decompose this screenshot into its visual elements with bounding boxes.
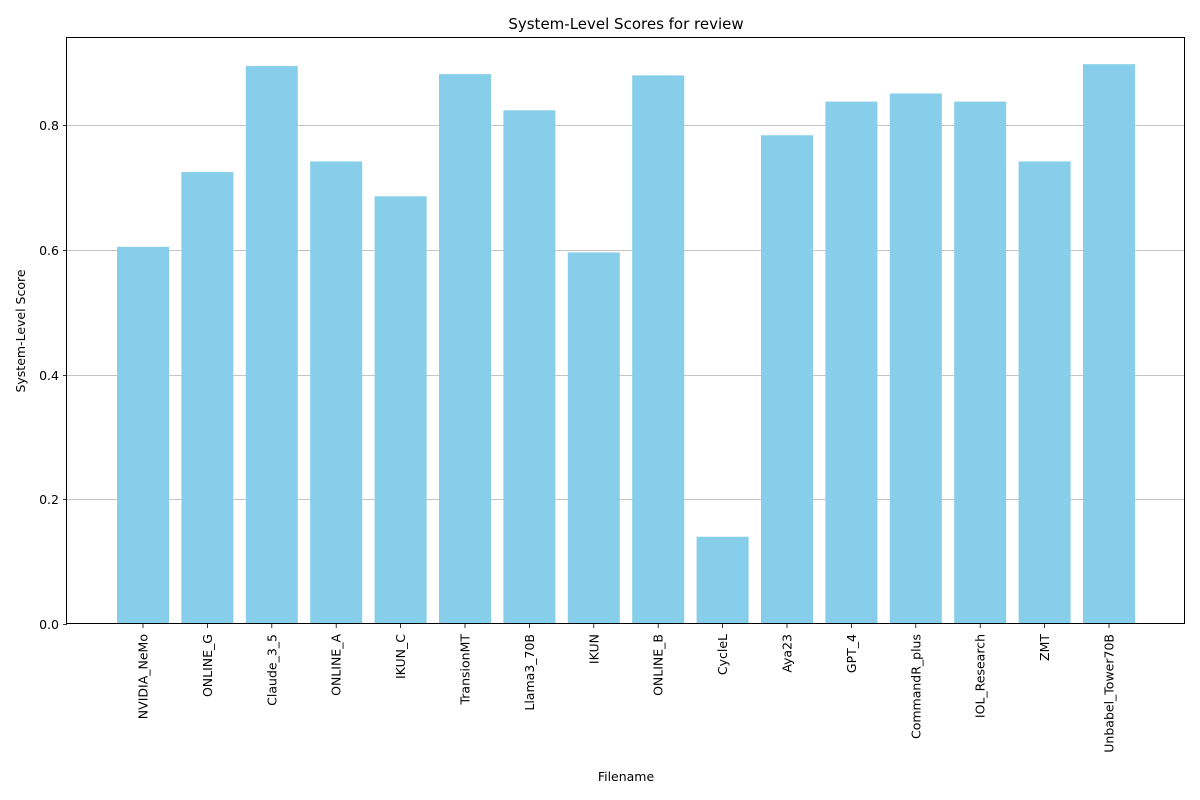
bar [503, 110, 556, 625]
x-tick-label: Claude_3_5 [264, 634, 279, 706]
x-tick-label: IKUN_C [393, 634, 408, 679]
bar [1083, 64, 1135, 624]
y-tick-label: 0.2 [39, 492, 59, 507]
bar [567, 252, 620, 625]
y-tick-label: 0.4 [39, 368, 59, 383]
y-axis-title: System-Level Score [13, 269, 28, 392]
y-tick-label: 0.0 [39, 617, 59, 632]
x-tick-label: ZMT [1037, 634, 1052, 661]
bar [1018, 161, 1071, 625]
plot-frame [66, 37, 1185, 624]
bar [696, 536, 749, 624]
bar [761, 135, 813, 624]
x-tick-label: Unbabel_Tower70B [1102, 634, 1117, 753]
chart-title: System-Level Scores for review [508, 15, 743, 33]
bar [310, 161, 363, 625]
bar [889, 93, 942, 625]
bar [245, 66, 298, 624]
x-tick-label: ONLINE_B [651, 634, 666, 696]
grid-lines [67, 125, 1185, 500]
bar [632, 75, 685, 625]
x-axis-title: Filename [598, 769, 655, 784]
bar [181, 172, 234, 624]
x-tick-label: CommandR_plus [908, 634, 923, 739]
y-axis: 0.0 0.2 0.4 0.6 0.8 [39, 118, 67, 632]
x-tick-label: CycleL [715, 634, 730, 675]
x-tick-label: ONLINE_A [329, 634, 344, 696]
x-tick-label: TransionMT [458, 634, 473, 706]
bar [374, 196, 427, 625]
bar [439, 74, 491, 624]
x-tick-label: IOL_Research [973, 634, 988, 718]
y-tick-label: 0.8 [39, 118, 59, 133]
x-axis: NVIDIA_NeMo ONLINE_G Claude_3_5 ONLINE_A IKU… [136, 624, 1117, 753]
x-tick-label: GPT_4 [844, 634, 859, 673]
y-tick-label: 0.6 [39, 243, 59, 258]
bar [825, 101, 878, 625]
x-tick-label: NVIDIA_NeMo [136, 634, 151, 719]
bar [117, 246, 169, 624]
x-tick-label: IKUN [586, 634, 601, 664]
x-tick-label: Aya23 [780, 634, 795, 673]
x-tick-label: Llama3_70B [522, 634, 537, 711]
bars [117, 64, 1135, 625]
x-tick-label: ONLINE_G [200, 634, 215, 697]
bar [954, 101, 1007, 625]
